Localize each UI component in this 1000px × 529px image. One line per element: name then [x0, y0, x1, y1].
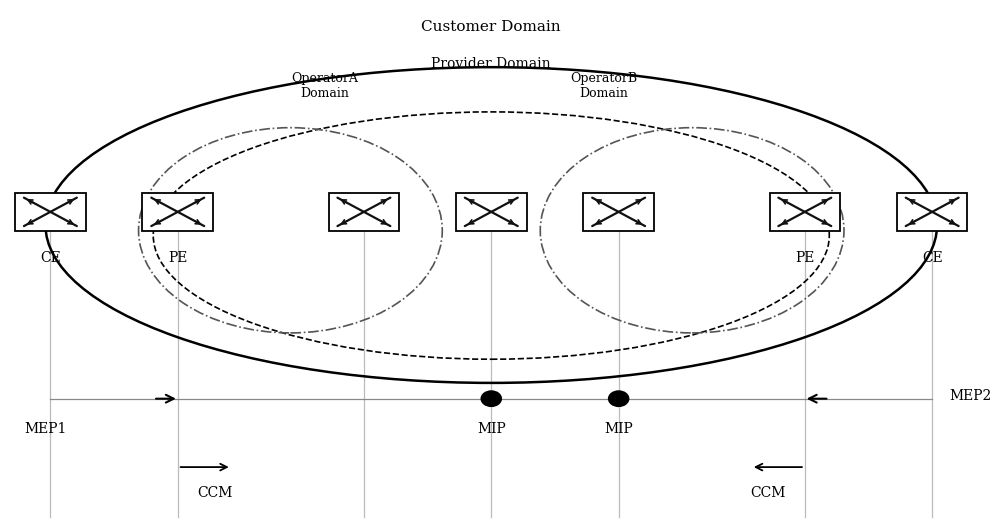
Text: MEP1: MEP1 [24, 422, 67, 436]
Text: PE: PE [795, 251, 814, 265]
Bar [456, 193, 527, 231]
Bar [329, 193, 399, 231]
Text: Provider Domain: Provider Domain [431, 57, 551, 71]
Text: CCM: CCM [197, 486, 232, 499]
Text: MIP: MIP [604, 422, 633, 436]
Text: CCM: CCM [750, 486, 786, 499]
Bar [583, 193, 654, 231]
Text: OperatorB
Domain: OperatorB Domain [570, 72, 638, 101]
Text: CE: CE [922, 251, 943, 265]
Text: CE: CE [40, 251, 61, 265]
Bar [142, 193, 213, 231]
Text: PE: PE [168, 251, 187, 265]
Bar [15, 193, 86, 231]
Ellipse shape [608, 390, 629, 407]
Bar [770, 193, 840, 231]
Ellipse shape [480, 390, 502, 407]
Text: OperatorA
Domain: OperatorA Domain [291, 72, 358, 101]
Text: Customer Domain: Customer Domain [421, 20, 561, 34]
Text: MEP2: MEP2 [950, 389, 992, 403]
Bar [897, 193, 967, 231]
Text: MIP: MIP [477, 422, 506, 436]
